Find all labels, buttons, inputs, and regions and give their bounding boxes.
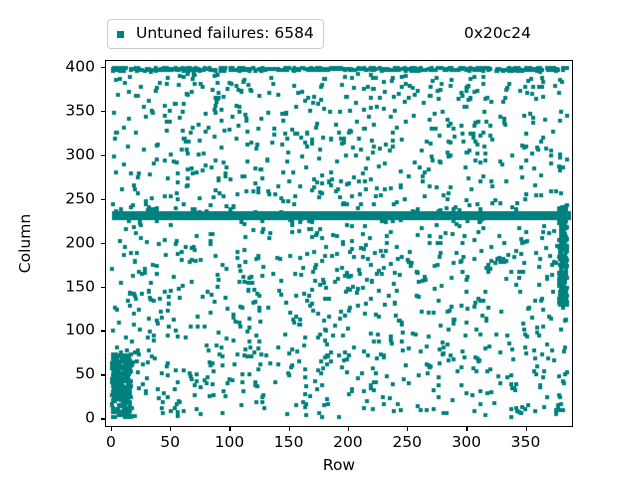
y-tick-mark [101,198,105,201]
x-tick-mark [110,427,113,431]
x-tick-label: 50 [160,433,181,451]
x-tick-label: 0 [105,433,116,451]
x-tick-label: 150 [273,433,304,451]
y-tick-mark [101,418,105,420]
y-axis-tick-labels: 0 50 100 150 200 250 300 350 400 [0,57,95,427]
y-tick-label: 250 [65,188,95,207]
x-tick-label: 250 [392,433,422,451]
figure-title: 0x20c24 [463,24,531,42]
x-tick-mark [525,427,527,431]
x-tick-mark [288,427,290,431]
x-axis-label: Row [322,456,356,474]
x-axis-ticks [105,427,573,432]
y-tick-mark [101,330,105,332]
scatter-points-canvas [106,61,572,426]
legend-box[interactable]: Untuned failures: 6584 [107,19,324,49]
x-tick-label: 350 [510,433,541,451]
y-axis-ticks [101,60,106,427]
legend-marker-square-icon [117,30,124,38]
x-tick-label: 100 [214,433,245,451]
x-tick-mark [466,427,468,431]
y-tick-mark [101,110,105,113]
plot-area[interactable] [105,60,573,427]
y-tick-label: 350 [65,101,95,120]
x-tick-mark [170,427,172,431]
x-tick-label: 200 [333,433,363,451]
x-tick-mark [229,427,231,431]
y-tick-label: 300 [65,145,95,164]
x-tick-mark [347,427,350,431]
y-tick-label: 200 [65,232,95,251]
y-axis-label: Column [16,213,34,274]
x-axis-tick-labels: 0 50 100 150 200 250 300 350 [105,433,573,455]
y-tick-mark [101,242,105,244]
y-tick-mark [101,286,105,288]
x-tick-label: 300 [451,433,482,451]
y-tick-label: 50 [75,364,95,383]
y-tick-label: 0 [85,408,95,427]
x-tick-mark [407,427,409,431]
y-tick-label: 150 [65,276,95,295]
y-tick-mark [101,154,105,157]
y-tick-mark [101,374,105,376]
y-tick-mark [101,67,105,69]
y-tick-label: 100 [65,320,95,339]
y-tick-label: 400 [65,57,95,76]
legend-label: Untuned failures: 6584 [136,24,314,43]
